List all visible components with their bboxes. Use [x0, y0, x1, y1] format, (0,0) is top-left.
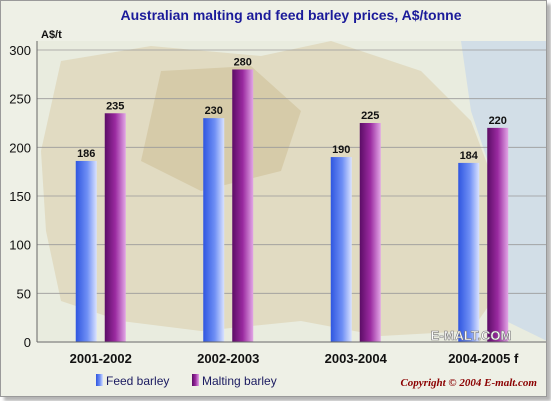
value-label: 190 [332, 144, 350, 156]
legend-label-feed: Feed barley [106, 374, 169, 388]
y-tick-label: 50 [17, 286, 31, 301]
y-tick-label: 250 [9, 92, 31, 107]
bar-feed-1 [203, 118, 225, 342]
y-tick-label: 0 [24, 335, 31, 350]
legend-swatch-malting [192, 374, 199, 386]
value-label: 220 [489, 115, 507, 127]
legend-label-malting: Malting barley [202, 374, 277, 388]
value-labels-group: 186 235 230 280 190 225 184 220 [77, 56, 507, 161]
legend: Feed barley Malting barley [96, 374, 277, 388]
barley-price-chart: 186 235 230 280 190 225 184 220 0 50 100 150 200 250… [1, 1, 546, 396]
value-label: 235 [106, 100, 124, 112]
value-label: 184 [460, 150, 479, 162]
y-tick-label: 150 [9, 189, 31, 204]
bar-malting-2 [359, 123, 381, 342]
bar-feed-2 [330, 157, 352, 342]
watermark-text: E-MALT.COM [431, 328, 512, 343]
y-tick-label: 200 [9, 140, 31, 155]
value-label: 186 [77, 148, 95, 160]
x-tick-labels-group: 2001-2002 2002-2003 2003-2004 2004-2005 f [70, 351, 519, 366]
bar-malting-3 [487, 127, 509, 342]
x-tick-label: 2002-2003 [197, 351, 259, 366]
bar-feed-0 [75, 160, 97, 342]
y-tick-label: 300 [9, 43, 31, 58]
y-axis-label: A$/t [41, 29, 62, 41]
value-label: 280 [234, 56, 252, 68]
x-tick-label: 2001-2002 [70, 351, 132, 366]
x-tick-label: 2003-2004 [325, 351, 388, 366]
legend-swatch-feed [96, 374, 103, 386]
chart-title: Australian malting and feed barley price… [120, 7, 461, 23]
value-label: 225 [361, 110, 379, 122]
bar-malting-1 [232, 69, 254, 342]
bar-feed-3 [458, 162, 480, 342]
value-label: 230 [205, 105, 223, 117]
y-tick-label: 100 [9, 238, 31, 253]
copyright-text: Copyright © 2004 E-malt.com [400, 377, 537, 389]
bars-group [75, 69, 509, 343]
x-tick-label: 2004-2005 f [448, 351, 519, 366]
y-tick-labels-group: 0 50 100 150 200 250 300 [9, 43, 31, 350]
bar-malting-0 [104, 113, 126, 343]
